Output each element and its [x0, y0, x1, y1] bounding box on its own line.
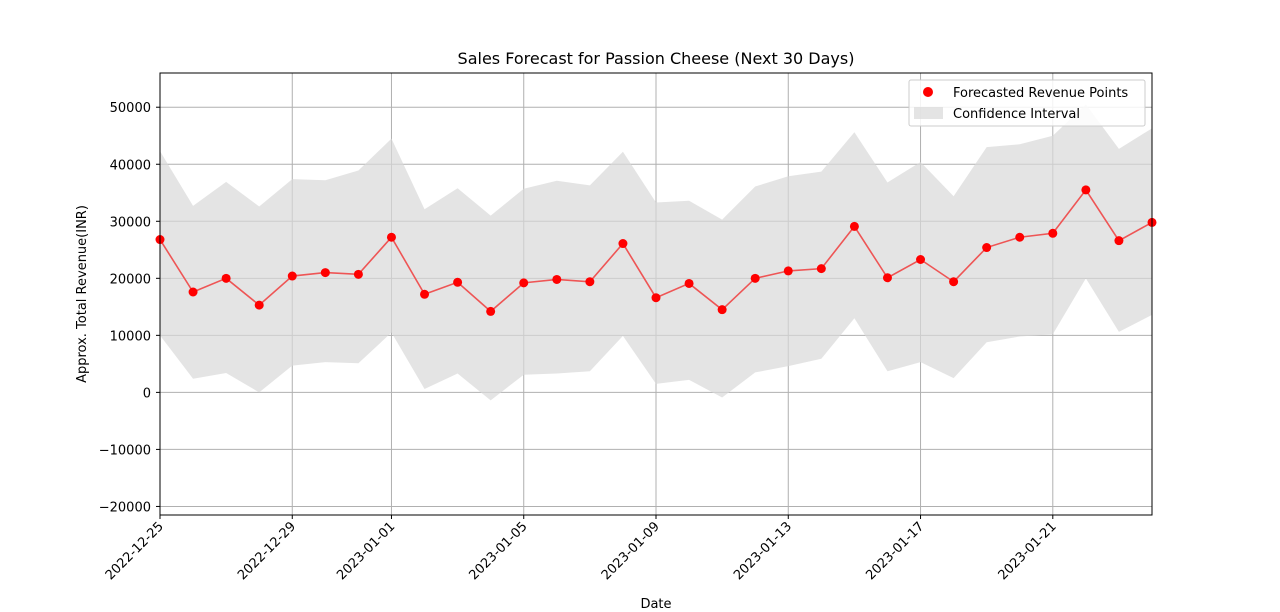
- forecast-point: [949, 277, 959, 287]
- y-tick-label: 40000: [110, 158, 151, 173]
- y-tick-label: 20000: [110, 272, 151, 287]
- legend-marker-forecast: [923, 87, 933, 97]
- forecast-point: [386, 232, 396, 242]
- forecast-point: [1114, 236, 1124, 246]
- x-tick-label: 2023-01-17: [863, 519, 927, 583]
- x-axis: 2022-12-25 2022-12-29 2023-01-01 2023-01-05…: [103, 515, 1060, 583]
- legend-box: [908, 79, 1146, 127]
- confidence-interval-band: [160, 104, 1152, 401]
- x-tick-label: 2023-01-01: [334, 519, 398, 583]
- forecast-point: [717, 305, 727, 315]
- forecast-point: [519, 278, 529, 288]
- forecast-point: [750, 273, 760, 283]
- x-tick-label: 2023-01-13: [731, 519, 795, 583]
- y-tick-label: 30000: [110, 215, 151, 230]
- x-tick-label: 2022-12-25: [103, 519, 167, 583]
- x-tick-label: 2023-01-09: [599, 519, 663, 583]
- forecast-point: [816, 264, 826, 274]
- legend-swatch-confidence: [914, 107, 943, 119]
- forecast-point: [320, 268, 330, 278]
- y-tick-label: −10000: [99, 443, 151, 458]
- forecast-point: [552, 274, 562, 284]
- forecast-point: [254, 300, 264, 310]
- forecast-point: [618, 239, 628, 249]
- y-tick-label: 10000: [110, 329, 151, 344]
- forecast-point: [916, 254, 926, 264]
- y-axis: −20000 −10000 0 10000 20000 30000 40000 50000: [99, 101, 160, 515]
- forecast-point: [585, 277, 595, 287]
- legend-label-forecast: Forecasted Revenue Points: [953, 86, 1128, 101]
- y-tick-label: 0: [143, 386, 151, 401]
- forecast-point: [849, 221, 859, 231]
- legend: Forecasted Revenue Points Confidence Int…: [908, 79, 1146, 127]
- x-axis-label: Date: [640, 597, 671, 612]
- y-tick-label: 50000: [110, 101, 151, 116]
- forecast-point: [453, 277, 463, 287]
- forecast-point: [486, 306, 496, 316]
- forecast-point: [188, 287, 198, 297]
- x-tick-label: 2022-12-29: [235, 519, 299, 583]
- forecast-point: [221, 273, 231, 283]
- forecast-point: [882, 273, 892, 283]
- forecast-points: [155, 185, 1157, 316]
- forecast-point: [353, 269, 363, 279]
- forecast-point: [684, 278, 694, 288]
- legend-label-confidence: Confidence Interval: [953, 107, 1080, 122]
- x-tick-label: 2023-01-05: [467, 519, 531, 583]
- forecast-point: [651, 293, 661, 303]
- forecast-point: [1048, 228, 1058, 238]
- y-tick-label: −20000: [99, 500, 151, 515]
- x-tick-label: 2023-01-21: [996, 519, 1060, 583]
- forecast-point: [982, 243, 992, 253]
- forecast-point: [287, 271, 297, 281]
- forecast-point: [420, 289, 430, 299]
- forecast-point: [1015, 232, 1025, 242]
- y-axis-label: Approx. Total Revenue(INR): [75, 205, 90, 383]
- chart-title: Sales Forecast for Passion Cheese (Next …: [458, 49, 855, 68]
- forecast-point: [783, 266, 793, 276]
- forecast-point: [1081, 185, 1091, 195]
